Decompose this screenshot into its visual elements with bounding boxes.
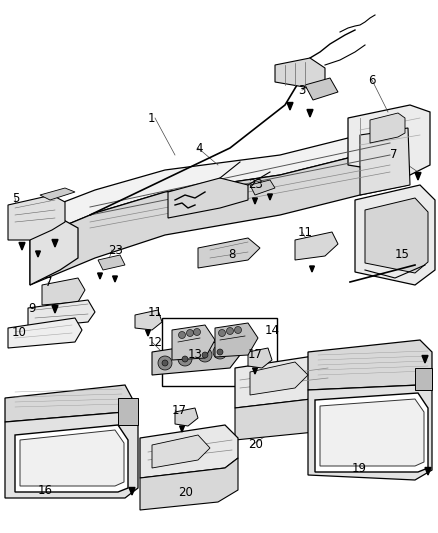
Circle shape (158, 356, 172, 370)
Circle shape (202, 352, 208, 358)
Circle shape (198, 348, 212, 362)
Text: 6: 6 (368, 74, 375, 86)
Polygon shape (5, 412, 138, 498)
Polygon shape (320, 399, 424, 466)
Polygon shape (5, 385, 132, 422)
Text: 7: 7 (390, 149, 398, 161)
Polygon shape (422, 356, 428, 363)
Text: 15: 15 (395, 248, 410, 262)
Polygon shape (15, 425, 128, 492)
Text: 7: 7 (45, 276, 53, 288)
Circle shape (178, 352, 192, 366)
Polygon shape (348, 105, 430, 175)
Polygon shape (235, 355, 335, 408)
Polygon shape (28, 300, 95, 328)
Text: 23: 23 (108, 244, 123, 256)
Text: 3: 3 (298, 84, 305, 96)
Circle shape (162, 360, 168, 366)
Polygon shape (253, 368, 258, 374)
Polygon shape (152, 340, 240, 375)
Polygon shape (287, 102, 293, 110)
Polygon shape (308, 340, 432, 390)
Text: 23: 23 (248, 179, 263, 191)
FancyBboxPatch shape (162, 318, 277, 386)
Polygon shape (305, 78, 338, 100)
Polygon shape (113, 276, 117, 282)
Text: 16: 16 (38, 483, 53, 497)
Circle shape (219, 329, 226, 336)
Circle shape (213, 345, 227, 359)
Polygon shape (248, 348, 272, 368)
Text: 13: 13 (188, 349, 203, 361)
Polygon shape (35, 251, 40, 257)
Circle shape (226, 327, 233, 335)
Text: 9: 9 (28, 302, 35, 314)
Polygon shape (30, 128, 408, 240)
Polygon shape (118, 398, 138, 425)
Circle shape (187, 329, 194, 336)
Polygon shape (135, 310, 162, 330)
Circle shape (194, 328, 201, 335)
Text: 11: 11 (298, 225, 313, 238)
Circle shape (182, 356, 188, 362)
Text: 19: 19 (352, 462, 367, 474)
Polygon shape (172, 325, 215, 360)
Text: 12: 12 (148, 335, 163, 349)
Polygon shape (268, 194, 272, 200)
Polygon shape (235, 388, 335, 440)
Polygon shape (8, 195, 65, 240)
Polygon shape (360, 128, 410, 195)
Polygon shape (40, 188, 75, 200)
Polygon shape (30, 215, 78, 285)
Polygon shape (175, 408, 198, 426)
Polygon shape (355, 185, 435, 285)
Polygon shape (180, 426, 184, 432)
Polygon shape (145, 330, 150, 336)
Text: 10: 10 (12, 326, 27, 338)
Circle shape (234, 327, 241, 334)
Polygon shape (140, 425, 238, 478)
Polygon shape (253, 198, 258, 204)
Polygon shape (295, 232, 338, 260)
Polygon shape (98, 273, 102, 279)
Polygon shape (307, 109, 313, 117)
Polygon shape (152, 435, 210, 468)
Text: 8: 8 (228, 248, 235, 262)
Polygon shape (52, 305, 58, 313)
Polygon shape (168, 178, 248, 218)
Polygon shape (415, 173, 421, 180)
Polygon shape (250, 180, 275, 195)
Text: 5: 5 (12, 191, 19, 205)
Polygon shape (310, 266, 314, 272)
Circle shape (217, 349, 223, 355)
Text: 4: 4 (195, 141, 202, 155)
Circle shape (179, 332, 186, 338)
Polygon shape (315, 393, 428, 472)
Polygon shape (275, 58, 325, 88)
Polygon shape (19, 243, 25, 250)
Text: 20: 20 (248, 439, 263, 451)
Polygon shape (415, 368, 432, 390)
Polygon shape (250, 362, 308, 395)
Text: 17: 17 (172, 403, 187, 416)
Text: 14: 14 (265, 324, 280, 336)
Polygon shape (98, 255, 125, 270)
Polygon shape (140, 458, 238, 510)
Polygon shape (425, 467, 431, 475)
Polygon shape (198, 238, 260, 268)
Text: 17: 17 (248, 349, 263, 361)
Polygon shape (129, 488, 135, 495)
Text: 20: 20 (178, 486, 193, 498)
Polygon shape (370, 113, 405, 143)
Polygon shape (20, 430, 124, 486)
Polygon shape (215, 323, 258, 357)
Polygon shape (42, 278, 85, 305)
Text: 11: 11 (148, 305, 163, 319)
Polygon shape (8, 318, 82, 348)
Polygon shape (365, 198, 428, 273)
Polygon shape (308, 378, 432, 480)
Text: 1: 1 (148, 111, 155, 125)
Polygon shape (30, 148, 408, 285)
Polygon shape (52, 239, 58, 247)
